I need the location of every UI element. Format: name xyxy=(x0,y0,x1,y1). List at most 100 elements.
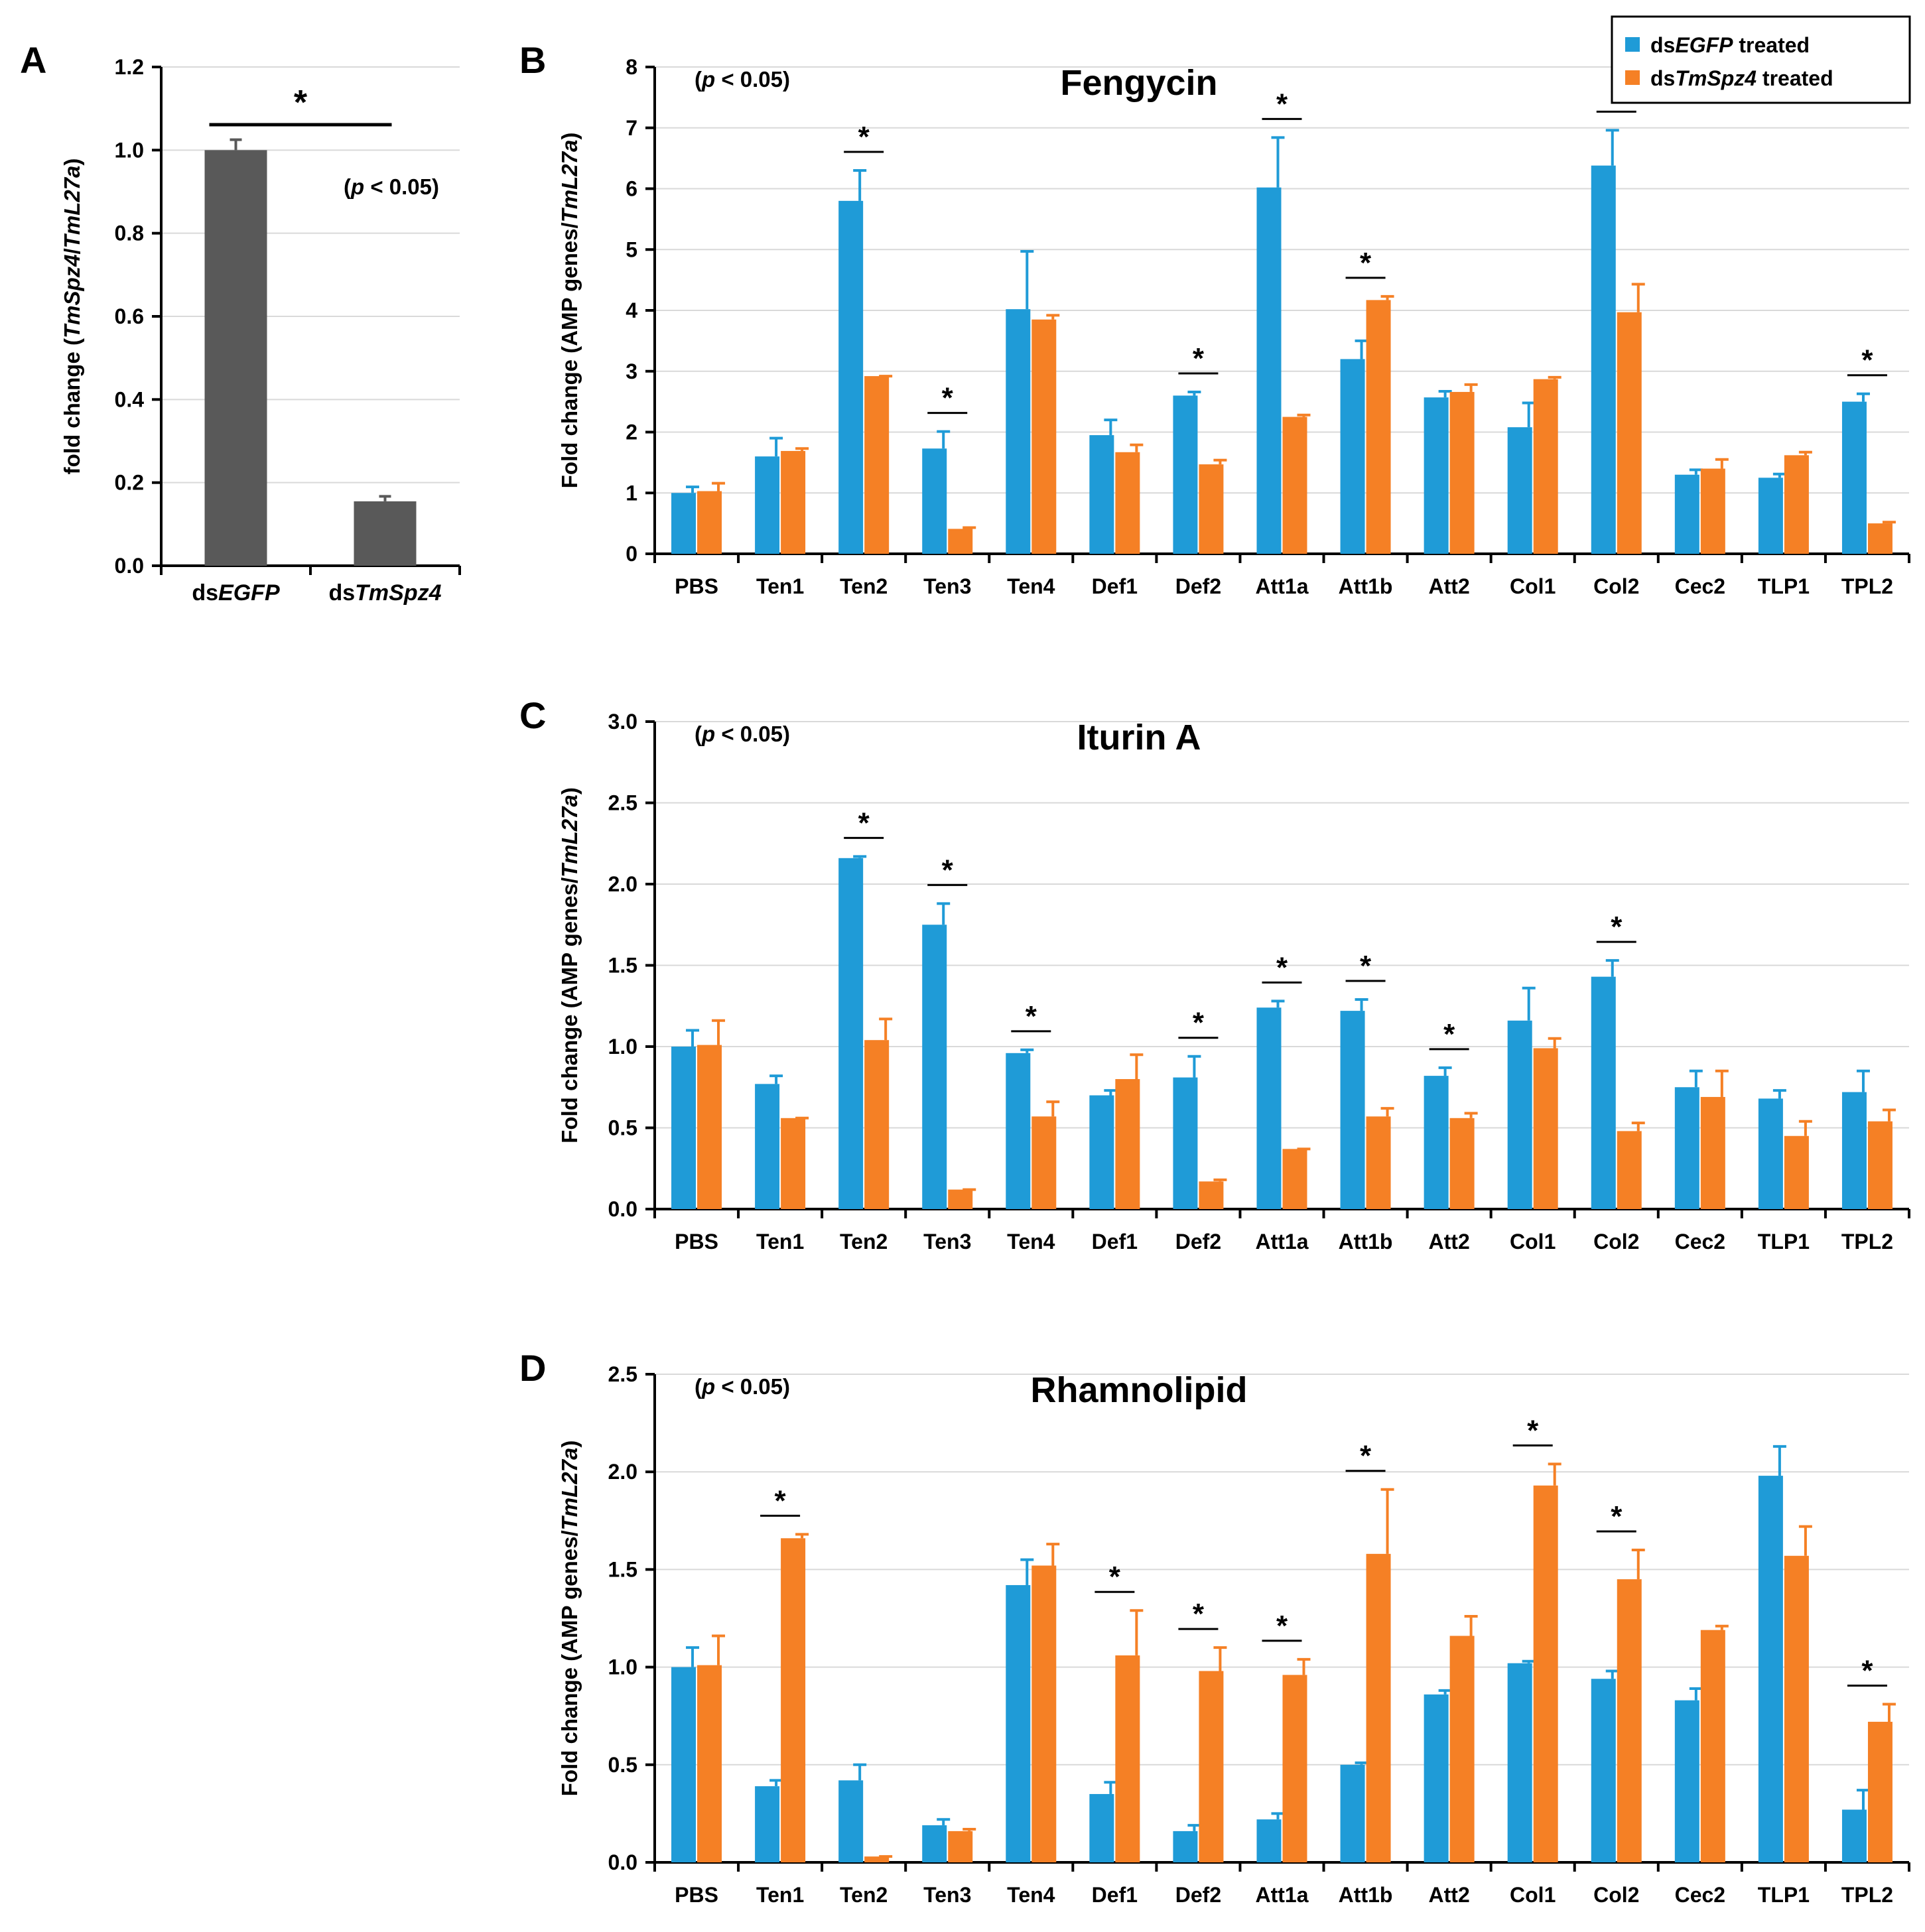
p-value-note-part: < 0.05) xyxy=(715,1374,790,1399)
x-tick-label: PBS xyxy=(675,1883,718,1907)
bar-Att1a-spz4 xyxy=(1282,1675,1307,1862)
x-tick-label: Att1a xyxy=(1255,1230,1308,1254)
bar-Ten2-egfp xyxy=(838,1780,864,1862)
bar-Col2-egfp xyxy=(1591,976,1616,1209)
bar-TLP1-egfp xyxy=(1758,478,1783,554)
bar-Ten4-spz4 xyxy=(1031,319,1057,554)
bar-Def2-spz4 xyxy=(1199,464,1224,554)
x-tick-label: Col2 xyxy=(1593,1230,1639,1254)
bar-Att2-spz4 xyxy=(1449,1118,1475,1209)
bar-Def1-egfp xyxy=(1089,1095,1114,1209)
x-tick-label: TPL2 xyxy=(1841,574,1893,598)
bar-Att1b-egfp xyxy=(1340,359,1365,554)
y-tick-label: 0.0 xyxy=(608,1197,637,1221)
y-tick-label: 1.0 xyxy=(608,1655,637,1679)
bar-Col1-spz4 xyxy=(1533,1485,1558,1862)
y-axis-label-part: fold change ( xyxy=(60,338,84,474)
x-tick-label: Def1 xyxy=(1092,1883,1138,1907)
x-tick-label: Att2 xyxy=(1429,574,1470,598)
legend-label-egfp-part: ds xyxy=(1650,33,1675,57)
chart-title: Rhamnolipid xyxy=(1031,1370,1248,1410)
bar-Att1a-spz4 xyxy=(1282,1149,1307,1209)
bar-Att2-egfp xyxy=(1424,1076,1449,1209)
significance-star: * xyxy=(1611,911,1623,943)
x-tick-label: Ten4 xyxy=(1007,1230,1055,1254)
y-tick-label: 1.5 xyxy=(608,954,637,978)
x-tick-label: Ten3 xyxy=(923,1230,971,1254)
bar-Col2-egfp xyxy=(1591,1679,1616,1862)
x-tick-label-part: EGFP xyxy=(218,580,280,606)
bar-Att1a-spz4 xyxy=(1282,417,1307,554)
significance-star: * xyxy=(775,1484,787,1517)
y-tick-label: 2.5 xyxy=(608,791,637,815)
x-tick-label: Def1 xyxy=(1092,1230,1138,1254)
y-tick-label: 3 xyxy=(626,359,637,383)
bar-TLP1-spz4 xyxy=(1784,1555,1809,1862)
x-tick-label: TLP1 xyxy=(1758,574,1810,598)
bar-Ten3-spz4 xyxy=(948,1831,973,1862)
y-axis-label-part: / xyxy=(60,248,84,254)
bar-Ten2-egfp xyxy=(838,200,864,554)
bar-Col1-spz4 xyxy=(1533,379,1558,554)
bar-Cec2-spz4 xyxy=(1700,468,1725,554)
chart-title: Iturin A xyxy=(1077,718,1201,757)
x-tick-label: TLP1 xyxy=(1758,1883,1810,1907)
x-tick-label: Def1 xyxy=(1092,574,1138,598)
significance-star: * xyxy=(294,84,308,122)
y-tick-label: 0.2 xyxy=(115,471,144,495)
y-tick-label: 7 xyxy=(626,116,637,140)
y-axis-label-part: ) xyxy=(557,133,582,140)
bar-dsTmSpz4 xyxy=(354,501,417,566)
x-tick-label-part: TmSpz4 xyxy=(355,580,441,606)
bar-Ten4-egfp xyxy=(1006,1584,1031,1862)
y-tick-label: 6 xyxy=(626,177,637,201)
bar-Att1b-egfp xyxy=(1340,1011,1365,1209)
bar-Cec2-egfp xyxy=(1674,1087,1699,1209)
bar-Ten1-egfp xyxy=(755,456,780,554)
bar-PBS-spz4 xyxy=(697,1045,722,1209)
bar-TLP1-spz4 xyxy=(1784,455,1809,554)
x-tick-label: Col1 xyxy=(1510,574,1556,598)
bar-Ten2-spz4 xyxy=(864,376,890,554)
x-tick-label: TPL2 xyxy=(1841,1230,1893,1254)
y-tick-label: 0.6 xyxy=(115,304,144,328)
bar-Ten1-spz4 xyxy=(781,450,806,554)
x-tick-label: Def2 xyxy=(1175,574,1221,598)
bar-dsEGFP xyxy=(204,150,267,566)
bar-Att2-spz4 xyxy=(1449,391,1475,554)
x-tick-label: dsTmSpz4 xyxy=(328,580,441,606)
panel-D: D 0.0 0.5 1.0 1.5 2.0 2.5 Fold change (AMP gene… xyxy=(519,1347,1910,1907)
significance-star: * xyxy=(1360,950,1372,982)
bar-Ten3-spz4 xyxy=(948,529,973,554)
significance-star: * xyxy=(1360,1440,1372,1472)
bar-Att1b-spz4 xyxy=(1366,1116,1391,1209)
legend-swatch-spz4 xyxy=(1625,70,1640,85)
bar-Cec2-egfp xyxy=(1674,474,1699,554)
y-axis-label: Fold change (AMP genes/TmL27a) xyxy=(557,1441,582,1797)
bar-Def2-spz4 xyxy=(1199,1181,1224,1209)
p-value-note-part: ( xyxy=(344,174,351,199)
bar-TLP1-egfp xyxy=(1758,1098,1783,1209)
significance-star: * xyxy=(1276,951,1288,984)
p-value-note: (p < 0.05) xyxy=(344,174,439,199)
y-tick-label: 1.0 xyxy=(608,1035,637,1059)
x-tick-label: Cec2 xyxy=(1675,1230,1726,1254)
y-tick-label: 2.5 xyxy=(608,1362,637,1386)
x-tick-label: PBS xyxy=(675,1230,718,1254)
p-value-note: (p < 0.05) xyxy=(695,67,790,92)
x-tick-label: Col1 xyxy=(1510,1230,1556,1254)
bar-Col2-spz4 xyxy=(1617,312,1642,554)
bar-Col1-egfp xyxy=(1507,427,1532,554)
y-axis-label-part: Fold change (AMP genes/ xyxy=(557,222,582,488)
x-tick-label: Att1a xyxy=(1255,1883,1308,1907)
y-tick-label: 0 xyxy=(626,542,637,566)
panel-label: A xyxy=(20,39,46,81)
p-value-note: (p < 0.05) xyxy=(695,722,790,746)
x-tick-label: Col2 xyxy=(1593,574,1639,598)
bar-Ten4-egfp xyxy=(1006,1053,1031,1209)
bar-Ten3-spz4 xyxy=(948,1189,973,1209)
x-tick-label: Col1 xyxy=(1510,1883,1556,1907)
p-value-note-part: < 0.05) xyxy=(715,67,790,92)
bar-Def1-spz4 xyxy=(1115,452,1140,554)
